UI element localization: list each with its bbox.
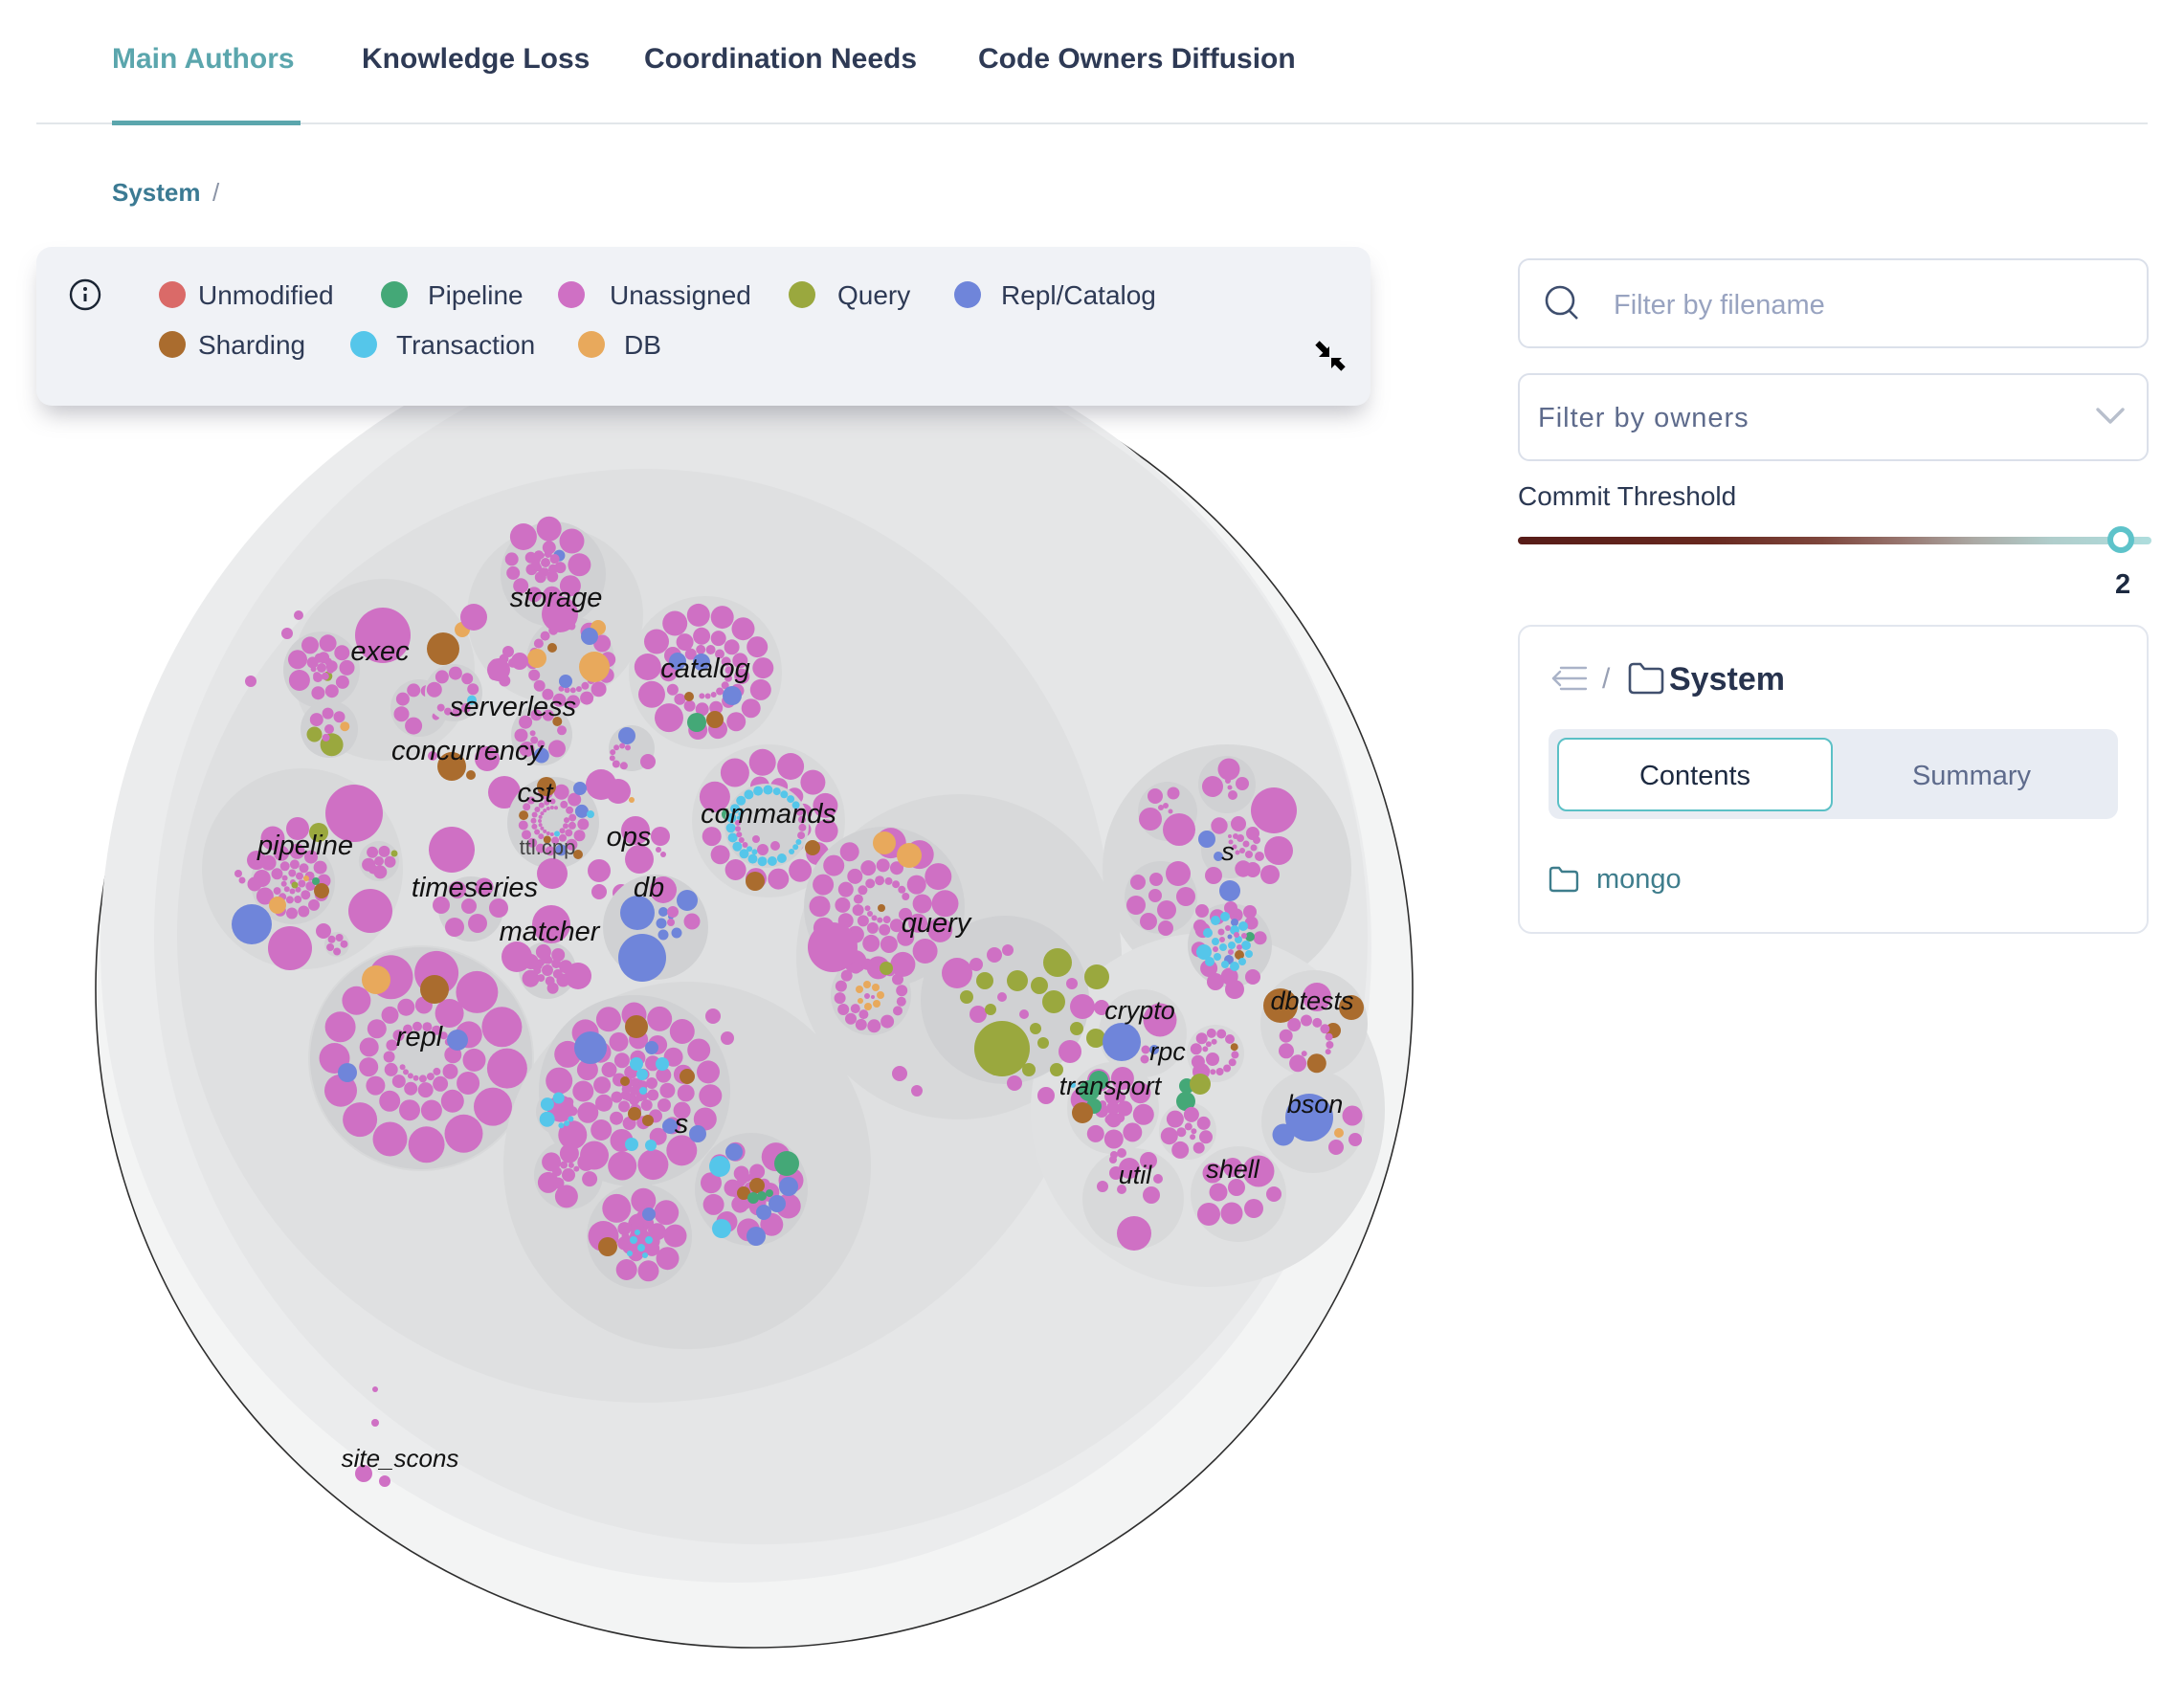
svg-text:Unassigned: Unassigned: [610, 280, 751, 310]
svg-text:timeseries: timeseries: [412, 873, 538, 903]
svg-text:repl: repl: [396, 1022, 444, 1052]
svg-text:exec: exec: [350, 636, 410, 667]
svg-text:shell: shell: [1206, 1155, 1260, 1184]
svg-text:commands: commands: [701, 799, 836, 830]
svg-text:cst: cst: [517, 778, 554, 809]
svg-text:query: query: [902, 908, 972, 939]
svg-text:Unmodified: Unmodified: [198, 280, 334, 310]
svg-text:Transaction: Transaction: [396, 330, 535, 360]
svg-text:matcher: matcher: [500, 917, 601, 947]
svg-text:crypto: crypto: [1104, 996, 1175, 1025]
svg-text:db: db: [634, 873, 664, 903]
svg-text:bson: bson: [1287, 1090, 1344, 1119]
svg-text:transport: transport: [1059, 1072, 1163, 1100]
svg-text:DB: DB: [624, 330, 661, 360]
svg-text:util: util: [1119, 1161, 1153, 1189]
svg-text:Query: Query: [837, 280, 910, 310]
svg-text:Repl/Catalog: Repl/Catalog: [1001, 280, 1156, 310]
svg-text:dbtests: dbtests: [1270, 986, 1353, 1015]
svg-text:ttl.cpp: ttl.cpp: [520, 835, 576, 859]
svg-text:catalog: catalog: [660, 654, 750, 684]
svg-text:Pipeline: Pipeline: [428, 280, 524, 310]
svg-text:Sharding: Sharding: [198, 330, 305, 360]
svg-text:concurrency: concurrency: [391, 736, 544, 766]
svg-text:ops: ops: [607, 822, 652, 853]
svg-text:s: s: [675, 1109, 689, 1140]
svg-text:storage: storage: [510, 583, 603, 613]
svg-text:site_scons: site_scons: [342, 1444, 459, 1473]
svg-text:rpc: rpc: [1149, 1037, 1186, 1066]
svg-text:s: s: [1221, 837, 1235, 866]
svg-text:pipeline: pipeline: [256, 831, 353, 861]
svg-text:serverless: serverless: [450, 692, 576, 722]
